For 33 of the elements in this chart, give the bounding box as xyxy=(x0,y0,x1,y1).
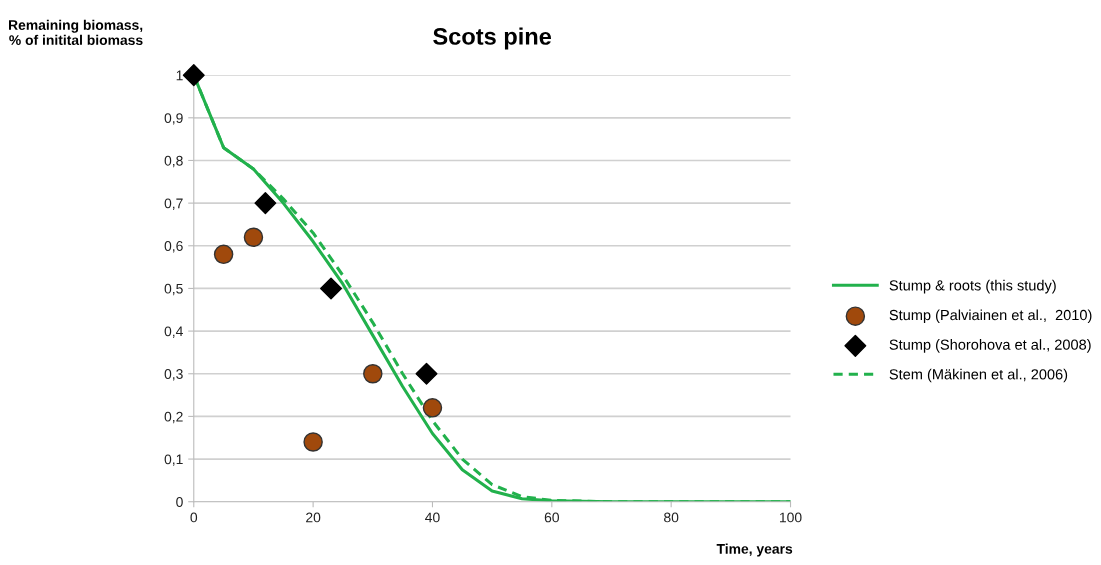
y-tick-label: 0,6 xyxy=(164,241,183,253)
x-axis-title: Time, years xyxy=(716,543,793,557)
x-tick-label: 40 xyxy=(425,512,440,523)
point xyxy=(213,244,234,265)
x-tick-label: 80 xyxy=(664,512,679,523)
point xyxy=(363,363,383,384)
y-axis-title: Remaining biomass, % of initital biomass xyxy=(9,19,143,45)
point xyxy=(254,192,277,215)
y-tick-label: 0,7 xyxy=(164,198,183,210)
legend-label: Stump (Palviainen et al., 2010) xyxy=(889,309,1092,324)
y-tick-label: 0,2 xyxy=(164,411,183,424)
y-tick-label: 0,5 xyxy=(164,283,183,296)
point xyxy=(320,277,343,300)
point xyxy=(303,432,323,452)
y-tick-label: 0,9 xyxy=(164,113,183,125)
x-tick-label: 60 xyxy=(544,512,559,523)
y-tick-label: 0,4 xyxy=(164,326,183,338)
point xyxy=(422,398,443,418)
x-tick-label: 20 xyxy=(306,512,321,523)
point xyxy=(243,227,264,247)
y-tick-label: 0,1 xyxy=(164,454,183,466)
point xyxy=(415,362,438,385)
y-tick-label: 0 xyxy=(176,497,183,507)
legend-label: Stump & roots (this study) xyxy=(889,279,1056,294)
x-tick-label: 100 xyxy=(779,512,802,523)
legend-label: Stump (Shorohova et al., 2008) xyxy=(889,339,1091,353)
y-tick-label: 0,3 xyxy=(164,369,183,381)
chart-title: Scots pine xyxy=(433,27,552,50)
point xyxy=(182,64,205,87)
y-tick-label: 0,8 xyxy=(164,155,183,168)
x-tick-label: 0 xyxy=(190,512,198,523)
y-tick-label: 1 xyxy=(176,70,183,81)
legend-label: Stem (Mäkinen et al., 2006) xyxy=(889,368,1068,383)
